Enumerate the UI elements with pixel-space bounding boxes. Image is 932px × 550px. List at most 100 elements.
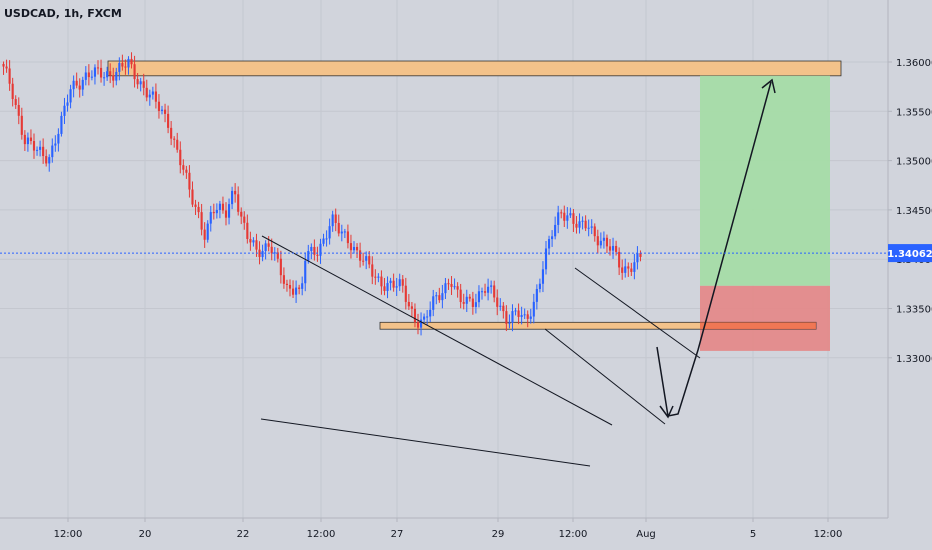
candle-body bbox=[103, 77, 106, 79]
arrowhead-down bbox=[659, 405, 674, 419]
candle-body bbox=[51, 145, 54, 158]
candle-body bbox=[447, 283, 450, 285]
candle-body bbox=[48, 157, 51, 164]
time-tick-label: 27 bbox=[391, 529, 404, 540]
candle-body bbox=[419, 319, 423, 328]
candle-body bbox=[398, 279, 401, 287]
price-tick-label: 1.33000 bbox=[896, 354, 932, 365]
candle-body bbox=[593, 226, 596, 237]
time-tick-label: Aug bbox=[636, 529, 656, 540]
time-tick-label: 20 bbox=[139, 529, 152, 540]
candle-body bbox=[154, 91, 157, 102]
candle-body bbox=[383, 286, 386, 291]
candle-body bbox=[572, 213, 575, 224]
candle-body bbox=[301, 283, 304, 289]
candle-body bbox=[611, 245, 615, 251]
candle-body bbox=[633, 262, 636, 272]
candle-body bbox=[547, 239, 551, 249]
candle-body bbox=[337, 222, 340, 234]
candle-body bbox=[84, 72, 87, 80]
grid bbox=[0, 0, 888, 518]
candle-body bbox=[432, 296, 435, 310]
candle-body bbox=[374, 276, 377, 278]
candle-body bbox=[167, 113, 170, 128]
candle-body bbox=[365, 256, 368, 261]
price-axis[interactable]: 1.360001.355001.350001.345001.340001.335… bbox=[887, 58, 932, 365]
candle-body bbox=[163, 109, 167, 114]
profit-target-box bbox=[700, 75, 830, 286]
candle-body bbox=[17, 105, 20, 116]
candle-body bbox=[566, 215, 569, 221]
candle-body bbox=[109, 71, 112, 76]
candle-body bbox=[423, 316, 426, 320]
zones bbox=[107, 60, 842, 351]
candle-body bbox=[624, 266, 627, 273]
candle-body bbox=[395, 286, 398, 288]
candle-body bbox=[173, 138, 176, 140]
candle-body bbox=[267, 243, 270, 247]
candle-body bbox=[328, 226, 331, 239]
falling-wedge-lower-trendline bbox=[260, 418, 591, 467]
candle-body bbox=[319, 243, 322, 256]
candle-body bbox=[605, 237, 609, 247]
candle-body bbox=[483, 291, 487, 293]
candle-body bbox=[416, 322, 420, 328]
candle-body bbox=[212, 212, 215, 214]
candle-body bbox=[176, 139, 179, 150]
candle-body bbox=[368, 256, 371, 265]
candle-body bbox=[459, 289, 462, 303]
candle-body bbox=[325, 238, 328, 240]
candle-body bbox=[569, 213, 572, 216]
candle-body bbox=[438, 295, 441, 301]
candle-body bbox=[87, 72, 90, 78]
candle-body bbox=[362, 260, 365, 262]
demand-zone-overlap bbox=[700, 322, 816, 330]
candle-body bbox=[557, 212, 560, 225]
candle-body bbox=[584, 220, 587, 229]
candle-body bbox=[554, 224, 557, 237]
candle-body bbox=[602, 237, 605, 241]
candle-body bbox=[404, 285, 407, 302]
candle-body bbox=[26, 137, 29, 145]
candle-body bbox=[291, 288, 295, 295]
current-price-label: 1.34062 bbox=[887, 249, 932, 260]
candle-body bbox=[133, 64, 136, 80]
candle-body bbox=[563, 212, 566, 221]
candle-body bbox=[130, 58, 133, 65]
candle-body bbox=[456, 286, 459, 290]
candle-body bbox=[148, 94, 151, 98]
candle-body bbox=[529, 316, 532, 319]
candle-body bbox=[276, 252, 279, 259]
time-axis[interactable]: 12:00 20 22 12:00 27 29 12:00 Aug 5 12:00 bbox=[54, 518, 843, 540]
price-tick-label: 1.35000 bbox=[896, 157, 932, 168]
candle-body bbox=[273, 252, 276, 254]
candle-body bbox=[526, 314, 529, 319]
candle-body bbox=[477, 291, 481, 303]
candle-body bbox=[8, 68, 11, 84]
candle-body bbox=[90, 76, 93, 78]
candle-body bbox=[72, 80, 75, 90]
candle-body bbox=[209, 212, 212, 224]
candle-body bbox=[221, 203, 225, 211]
candle-body bbox=[240, 211, 243, 217]
candle-body bbox=[160, 109, 164, 111]
candle-body bbox=[75, 80, 78, 86]
candle-body bbox=[413, 308, 417, 323]
candle-body bbox=[444, 283, 447, 294]
candle-body bbox=[578, 221, 581, 228]
candle-body bbox=[618, 251, 621, 268]
candle-body bbox=[453, 286, 456, 288]
candle-body bbox=[142, 81, 145, 88]
candle-body bbox=[288, 285, 292, 289]
candle-body bbox=[575, 223, 578, 228]
candle-body bbox=[106, 71, 109, 78]
candle-body bbox=[468, 296, 471, 299]
candle-body bbox=[316, 254, 319, 256]
candle-body bbox=[96, 67, 100, 69]
candle-body bbox=[185, 169, 188, 173]
time-tick-label: 12:00 bbox=[307, 529, 336, 540]
candle-body bbox=[450, 283, 453, 287]
candle-body bbox=[313, 246, 316, 255]
candle-body bbox=[224, 210, 228, 218]
